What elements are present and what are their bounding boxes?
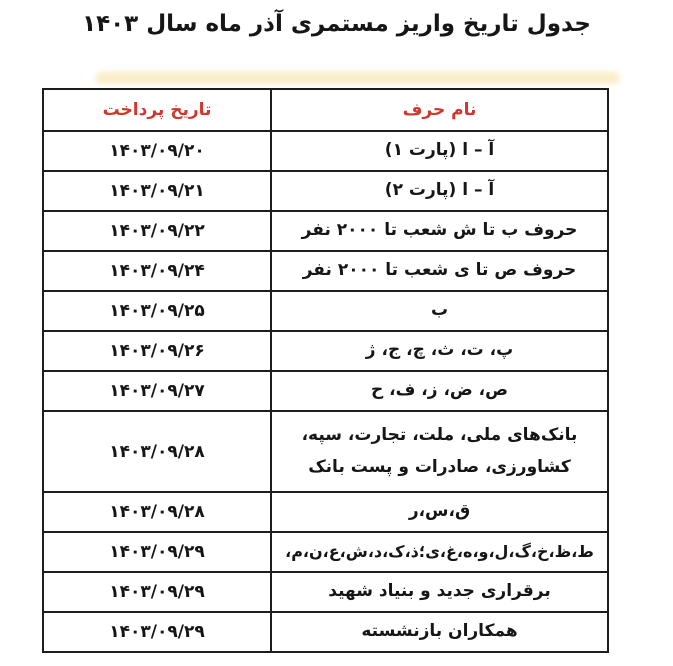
payment-date-cell: ۱۴۰۳/۰۹/۲۶ — [42, 330, 272, 372]
payment-schedule-table: نام حرف تاریخ پرداخت آ – ا (پارت ۱) ۱۴۰۳… — [42, 88, 609, 653]
table-row: برقراری جدید و بنیاد شهید ۱۴۰۳/۰۹/۲۹ — [42, 571, 609, 613]
table-row: حروف ص تا ی شعب تا ۲۰۰۰ نفر ۱۴۰۳/۰۹/۲۴ — [42, 250, 609, 292]
payment-date-cell: ۱۴۰۳/۰۹/۲۹ — [42, 531, 272, 573]
table-row: ق،س،ر ۱۴۰۳/۰۹/۲۸ — [42, 491, 609, 533]
payment-date-cell: ۱۴۰۳/۰۹/۲۱ — [42, 170, 272, 212]
header-letter-name: نام حرف — [270, 88, 609, 132]
payment-date-cell: ۱۴۰۳/۰۹/۲۲ — [42, 210, 272, 252]
letter-name-cell: برقراری جدید و بنیاد شهید — [270, 571, 609, 613]
payment-date-value: ۱۴۰۳/۰۹/۲۹ — [109, 542, 205, 562]
header-payment-date: تاریخ پرداخت — [42, 88, 272, 132]
page-title: جدول تاریخ واریز مستمری آذر ماه سال ۱۴۰۳ — [82, 11, 591, 37]
letter-name-cell: آ – ا (پارت ۲) — [270, 170, 609, 212]
payment-date-value: ۱۴۰۳/۰۹/۲۴ — [109, 261, 205, 281]
payment-date-cell: ۱۴۰۳/۰۹/۲۷ — [42, 370, 272, 412]
payment-date-value: ۱۴۰۳/۰۹/۲۶ — [109, 341, 205, 361]
payment-date-cell: ۱۴۰۳/۰۹/۲۹ — [42, 611, 272, 653]
letter-name-cell: ص، ض، ز، ف، ح — [270, 370, 609, 412]
payment-date-value: ۱۴۰۳/۰۹/۲۹ — [109, 582, 205, 602]
table-row: حروف ب تا ش شعب تا ۲۰۰۰ نفر ۱۴۰۳/۰۹/۲۲ — [42, 210, 609, 252]
highlighter-smear — [95, 72, 620, 84]
letter-name-cell: همکاران بازنشسته — [270, 611, 609, 653]
payment-date-cell: ۱۴۰۳/۰۹/۲۴ — [42, 250, 272, 292]
table-row: آ – ا (پارت ۱) ۱۴۰۳/۰۹/۲۰ — [42, 130, 609, 172]
letter-name-cell: ب — [270, 290, 609, 332]
payment-date-cell: ۱۴۰۳/۰۹/۲۰ — [42, 130, 272, 172]
payment-date-cell: ۱۴۰۳/۰۹/۲۵ — [42, 290, 272, 332]
payment-date-value: ۱۴۰۳/۰۹/۲۸ — [109, 502, 205, 522]
letter-name-cell: حروف ب تا ش شعب تا ۲۰۰۰ نفر — [270, 210, 609, 252]
letter-name-cell: ق،س،ر — [270, 491, 609, 533]
payment-date-value: ۱۴۰۳/۰۹/۲۵ — [109, 301, 205, 321]
payment-date-value: ۱۴۰۳/۰۹/۲۱ — [109, 181, 205, 201]
table-row: پ، ت، ث، چ، ج، ژ ۱۴۰۳/۰۹/۲۶ — [42, 330, 609, 372]
table-row: ب ۱۴۰۳/۰۹/۲۵ — [42, 290, 609, 332]
table-row: همکاران بازنشسته ۱۴۰۳/۰۹/۲۹ — [42, 611, 609, 653]
payment-date-cell: ۱۴۰۳/۰۹/۲۸ — [42, 491, 272, 533]
letter-name-cell: ط،ظ،خ،گ،ل،و،ه،غ،ی؛ذ،ک،د،ش،ع،ن،م، — [270, 531, 609, 573]
table-row: ط،ظ،خ،گ،ل،و،ه،غ،ی؛ذ،ک،د،ش،ع،ن،م، ۱۴۰۳/۰۹… — [42, 531, 609, 573]
letter-name-cell: آ – ا (پارت ۱) — [270, 130, 609, 172]
payment-date-value: ۱۴۰۳/۰۹/۲۷ — [109, 381, 205, 401]
table-body: آ – ا (پارت ۱) ۱۴۰۳/۰۹/۲۰ آ – ا (پارت ۲)… — [42, 130, 609, 653]
letter-name-cell: حروف ص تا ی شعب تا ۲۰۰۰ نفر — [270, 250, 609, 292]
table-row: آ – ا (پارت ۲) ۱۴۰۳/۰۹/۲۱ — [42, 170, 609, 212]
letter-name-cell: بانک‌های ملی، ملت، تجارت، سپه، کشاورزی، … — [270, 410, 609, 493]
payment-date-cell: ۱۴۰۳/۰۹/۲۹ — [42, 571, 272, 613]
payment-date-value: ۱۴۰۳/۰۹/۲۰ — [109, 141, 205, 161]
header-row: نام حرف تاریخ پرداخت — [42, 88, 609, 132]
payment-date-value: ۱۴۰۳/۰۹/۲۹ — [109, 622, 205, 642]
table-row: بانک‌های ملی، ملت، تجارت، سپه، کشاورزی، … — [42, 410, 609, 493]
payment-date-value: ۱۴۰۳/۰۹/۲۲ — [109, 221, 205, 241]
letter-name-cell: پ، ت، ث، چ، ج، ژ — [270, 330, 609, 372]
payment-date-value: ۱۴۰۳/۰۹/۲۸ — [109, 441, 205, 462]
payment-date-cell: ۱۴۰۳/۰۹/۲۸ — [42, 410, 272, 493]
table-row: ص، ض، ز، ف، ح ۱۴۰۳/۰۹/۲۷ — [42, 370, 609, 412]
